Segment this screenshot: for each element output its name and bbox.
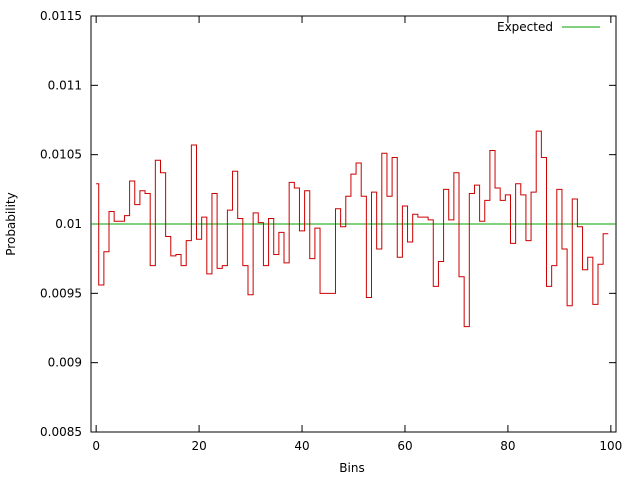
probability-step-line xyxy=(96,130,609,328)
x-axis-label: Bins xyxy=(339,461,364,475)
y-tick-label: 0.011 xyxy=(48,78,82,92)
y-tick-label: 0.0085 xyxy=(40,425,82,439)
legend: Expected xyxy=(497,20,600,34)
y-tick-label: 0.009 xyxy=(48,356,82,370)
x-tick-label: 20 xyxy=(191,439,206,453)
x-tick-label: 40 xyxy=(294,439,309,453)
x-tick-label: 100 xyxy=(599,439,622,453)
series-layer xyxy=(91,130,616,328)
y-axis-ticks: 0.0085 0.009 0.0095 0.01 0.0105 0.011 0.0115 xyxy=(40,9,616,439)
y-tick-label: 0.0115 xyxy=(40,9,82,23)
x-tick-label: 0 xyxy=(92,439,100,453)
y-tick-label: 0.0095 xyxy=(40,286,82,300)
x-tick-label: 60 xyxy=(397,439,412,453)
y-tick-label: 0.0105 xyxy=(40,148,82,162)
y-axis-label: Probability xyxy=(4,192,18,255)
x-axis-ticks: 0 20 40 60 80 100 xyxy=(92,16,622,453)
legend-label-expected: Expected xyxy=(497,20,553,34)
y-tick-label: 0.01 xyxy=(55,217,82,231)
x-tick-label: 80 xyxy=(500,439,515,453)
